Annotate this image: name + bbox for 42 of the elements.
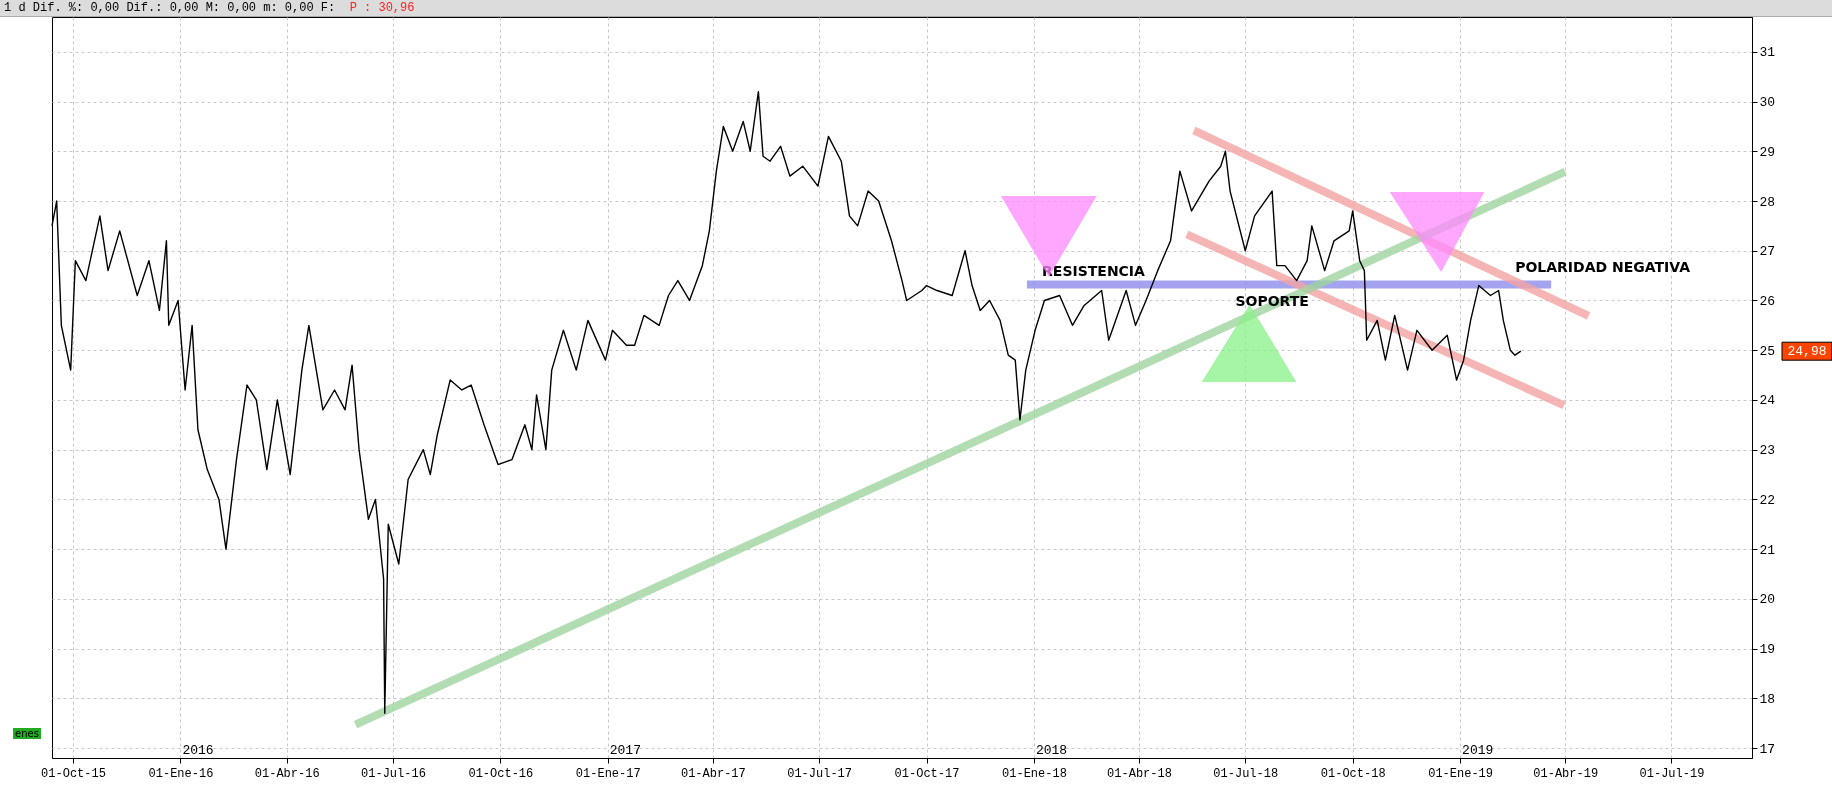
text: enes <box>13 728 41 739</box>
y-tick-label: 27 <box>1759 244 1776 260</box>
y-tick-label: 20 <box>1759 592 1776 608</box>
annotation: SOPORTE <box>1235 292 1309 309</box>
y-tick-label: 30 <box>1759 95 1776 111</box>
x-tick-label: 01-Ene-19 <box>1428 766 1494 781</box>
y-tick-label: 19 <box>1759 642 1776 658</box>
text: 24,98 <box>1787 344 1827 360</box>
annotation: 2018 <box>1035 743 1068 758</box>
text: P : 30,96 <box>349 1 415 15</box>
y-tick-label: 31 <box>1759 45 1776 61</box>
x-tick-label: 01-Jul-16 <box>361 766 426 781</box>
x-tick-label: 01-Oct-16 <box>468 766 534 781</box>
annotation: RESISTENCIA <box>1042 263 1146 280</box>
x-tick-label: 01-Oct-15 <box>41 766 106 781</box>
y-tick-label: 25 <box>1759 343 1776 359</box>
x-tick-label: 01-Oct-18 <box>1320 766 1386 781</box>
y-tick-label: 18 <box>1759 691 1776 707</box>
annotation: POLARIDAD NEGATIVA <box>1515 259 1691 276</box>
y-tick-label: 29 <box>1759 144 1776 160</box>
annotation: 2019 <box>1462 743 1494 758</box>
x-tick-label: 01-Abr-17 <box>680 766 746 781</box>
x-tick-label: 01-Jul-19 <box>1639 766 1705 781</box>
y-tick-label: 24 <box>1759 393 1776 409</box>
x-tick-label: 01-Abr-18 <box>1107 766 1172 781</box>
y-tick-label: 21 <box>1759 542 1776 558</box>
y-tick-label: 28 <box>1759 194 1776 210</box>
x-tick-label: 01-Jul-17 <box>787 766 853 781</box>
x-tick-label: 01-Abr-19 <box>1533 766 1599 781</box>
x-tick-label: 01-Oct-17 <box>894 766 960 781</box>
x-tick-label: 01-Ene-16 <box>148 766 214 781</box>
x-tick-label: 01-Ene-17 <box>575 766 641 781</box>
x-tick-label: 01-Ene-18 <box>1002 766 1067 781</box>
y-tick-label: 17 <box>1759 741 1776 757</box>
y-tick-label: 23 <box>1759 443 1776 459</box>
x-tick-label: 01-Jul-18 <box>1213 766 1279 781</box>
annotation: 2017 <box>609 743 641 758</box>
y-tick-label: 22 <box>1759 492 1776 508</box>
text: 1 d Dif. %: 0,00 Dif.: 0,00 M: 0,00 m: 0,00 F: <box>4 1 336 15</box>
y-tick-label: 26 <box>1759 293 1776 309</box>
x-tick-label: 01-Abr-16 <box>254 766 320 781</box>
annotation: 2016 <box>182 743 214 758</box>
